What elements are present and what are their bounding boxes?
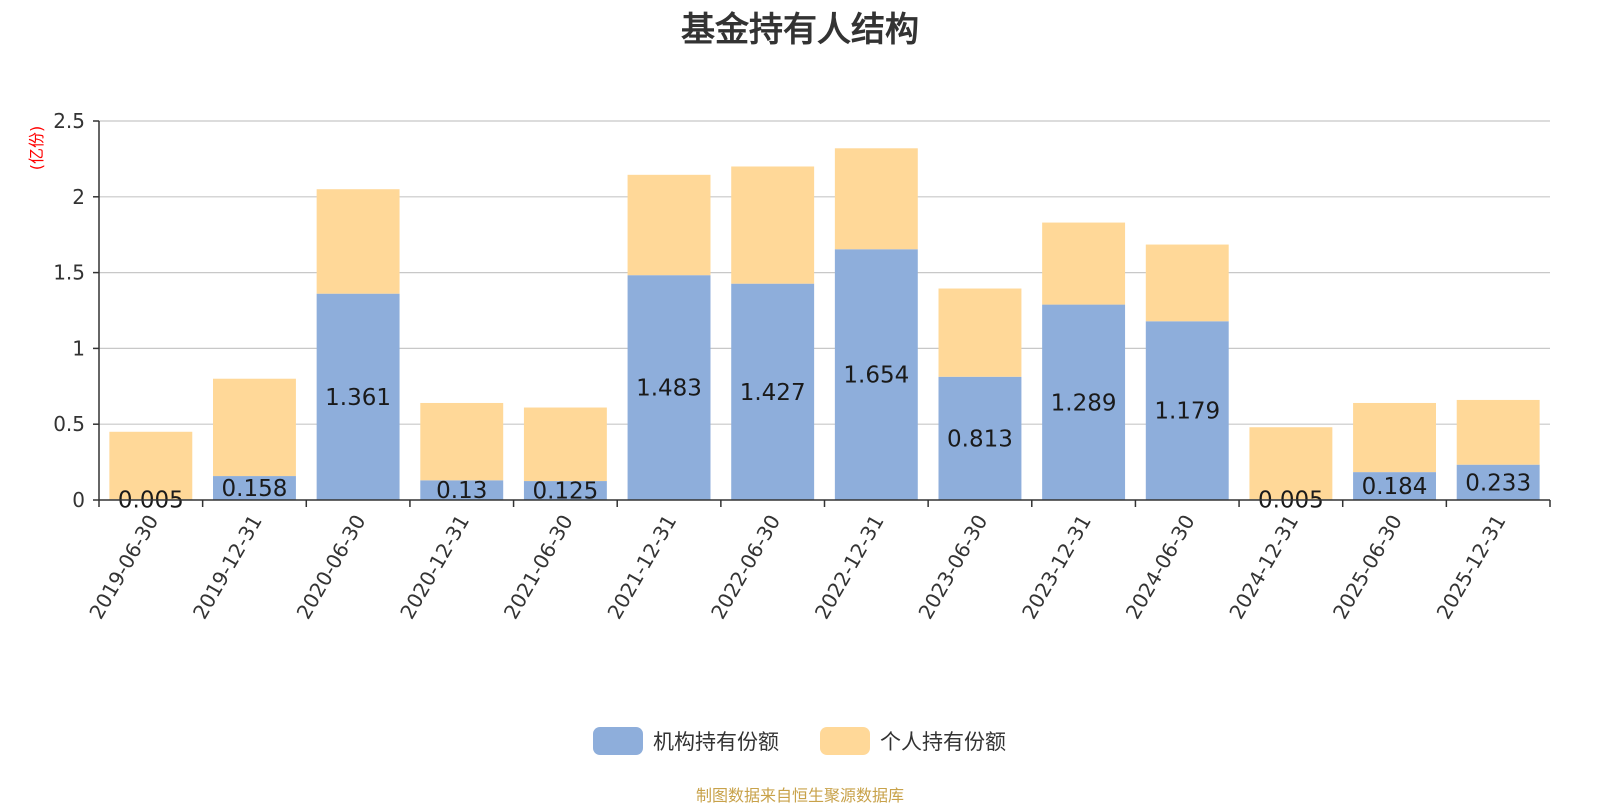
bar-individual <box>834 148 918 250</box>
legend-swatch <box>820 727 870 755</box>
bar-individual <box>316 189 400 294</box>
bar-institutional <box>316 293 400 500</box>
x-tick-label: 2020-06-30 <box>292 511 371 624</box>
x-tick-label: 2024-12-31 <box>1224 511 1303 624</box>
bar-value-label: 1.483 <box>636 376 702 402</box>
y-tick-label: 2.5 <box>53 109 85 133</box>
legend-item-institutional: 机构持有份额 <box>653 730 779 754</box>
bar-institutional <box>1042 304 1126 500</box>
bar-value-label: 1.179 <box>1154 399 1220 425</box>
bar-institutional <box>1353 472 1436 500</box>
bar-individual <box>1042 222 1126 305</box>
y-tick-label: 1.5 <box>53 261 85 285</box>
x-tick-label: 2025-06-30 <box>1328 511 1407 624</box>
bar-value-label: 0.184 <box>1362 474 1428 500</box>
x-tick-label: 2023-12-31 <box>1017 511 1096 624</box>
bar-institutional <box>731 283 815 500</box>
bar-institutional <box>1456 464 1540 500</box>
x-tick-label: 2019-06-30 <box>84 511 163 624</box>
x-tick-label: 2024-06-30 <box>1121 511 1200 624</box>
y-tick-label: 0 <box>72 488 85 512</box>
bar-value-label: 0.233 <box>1465 470 1531 496</box>
bar-individual <box>1145 244 1229 322</box>
bar-individual <box>1249 427 1333 500</box>
bar-institutional <box>627 275 711 500</box>
x-tick-label: 2021-12-31 <box>602 511 681 624</box>
bar-individual <box>109 431 193 500</box>
bar-institutional <box>834 249 918 500</box>
x-tick-label: 2020-12-31 <box>395 511 474 624</box>
legend-item-individual: 个人持有份额 <box>880 730 1006 754</box>
bar-individual <box>1353 402 1436 473</box>
bar-value-label: 1.427 <box>740 380 806 406</box>
bar-individual <box>523 407 607 482</box>
x-tick-label: 2022-12-31 <box>810 511 889 624</box>
legend: 机构持有份额 个人持有份额 <box>593 727 1006 755</box>
bar-value-label: 1.361 <box>325 385 391 411</box>
bar-value-label: 1.654 <box>843 363 909 389</box>
x-tick-label: 2022-06-30 <box>706 511 785 624</box>
bar-individual <box>938 288 1022 377</box>
x-tick-label: 2025-12-31 <box>1432 511 1511 624</box>
bar-institutional <box>213 476 296 500</box>
y-tick-label: 2 <box>72 185 85 209</box>
bar-value-label: 0.813 <box>947 426 1013 452</box>
bar-institutional <box>1145 321 1229 500</box>
bar-institutional <box>523 481 607 500</box>
bars <box>109 148 1540 500</box>
source-note: 制图数据来自恒生聚源数据库 <box>695 786 904 805</box>
bar-individual <box>731 166 815 284</box>
x-tick-label: 2019-12-31 <box>188 511 267 624</box>
bar-individual <box>1456 399 1540 465</box>
bar-individual <box>420 402 504 481</box>
legend-swatch <box>593 727 643 755</box>
x-tick-label: 2021-06-30 <box>499 511 578 624</box>
bar-value-label: 1.289 <box>1051 390 1117 416</box>
y-tick-label: 1 <box>72 336 85 360</box>
bar-institutional <box>938 376 1022 500</box>
bar-individual <box>213 378 296 477</box>
chart-title: 基金持有人结构 <box>681 10 919 50</box>
x-tick-label: 2023-06-30 <box>913 511 992 624</box>
bar-value-label: 0.158 <box>222 476 288 502</box>
bar-institutional <box>420 480 504 500</box>
y-tick-label: 0.5 <box>53 412 85 436</box>
y-axis-unit: (亿份) <box>27 126 46 171</box>
bar-individual <box>627 174 711 276</box>
